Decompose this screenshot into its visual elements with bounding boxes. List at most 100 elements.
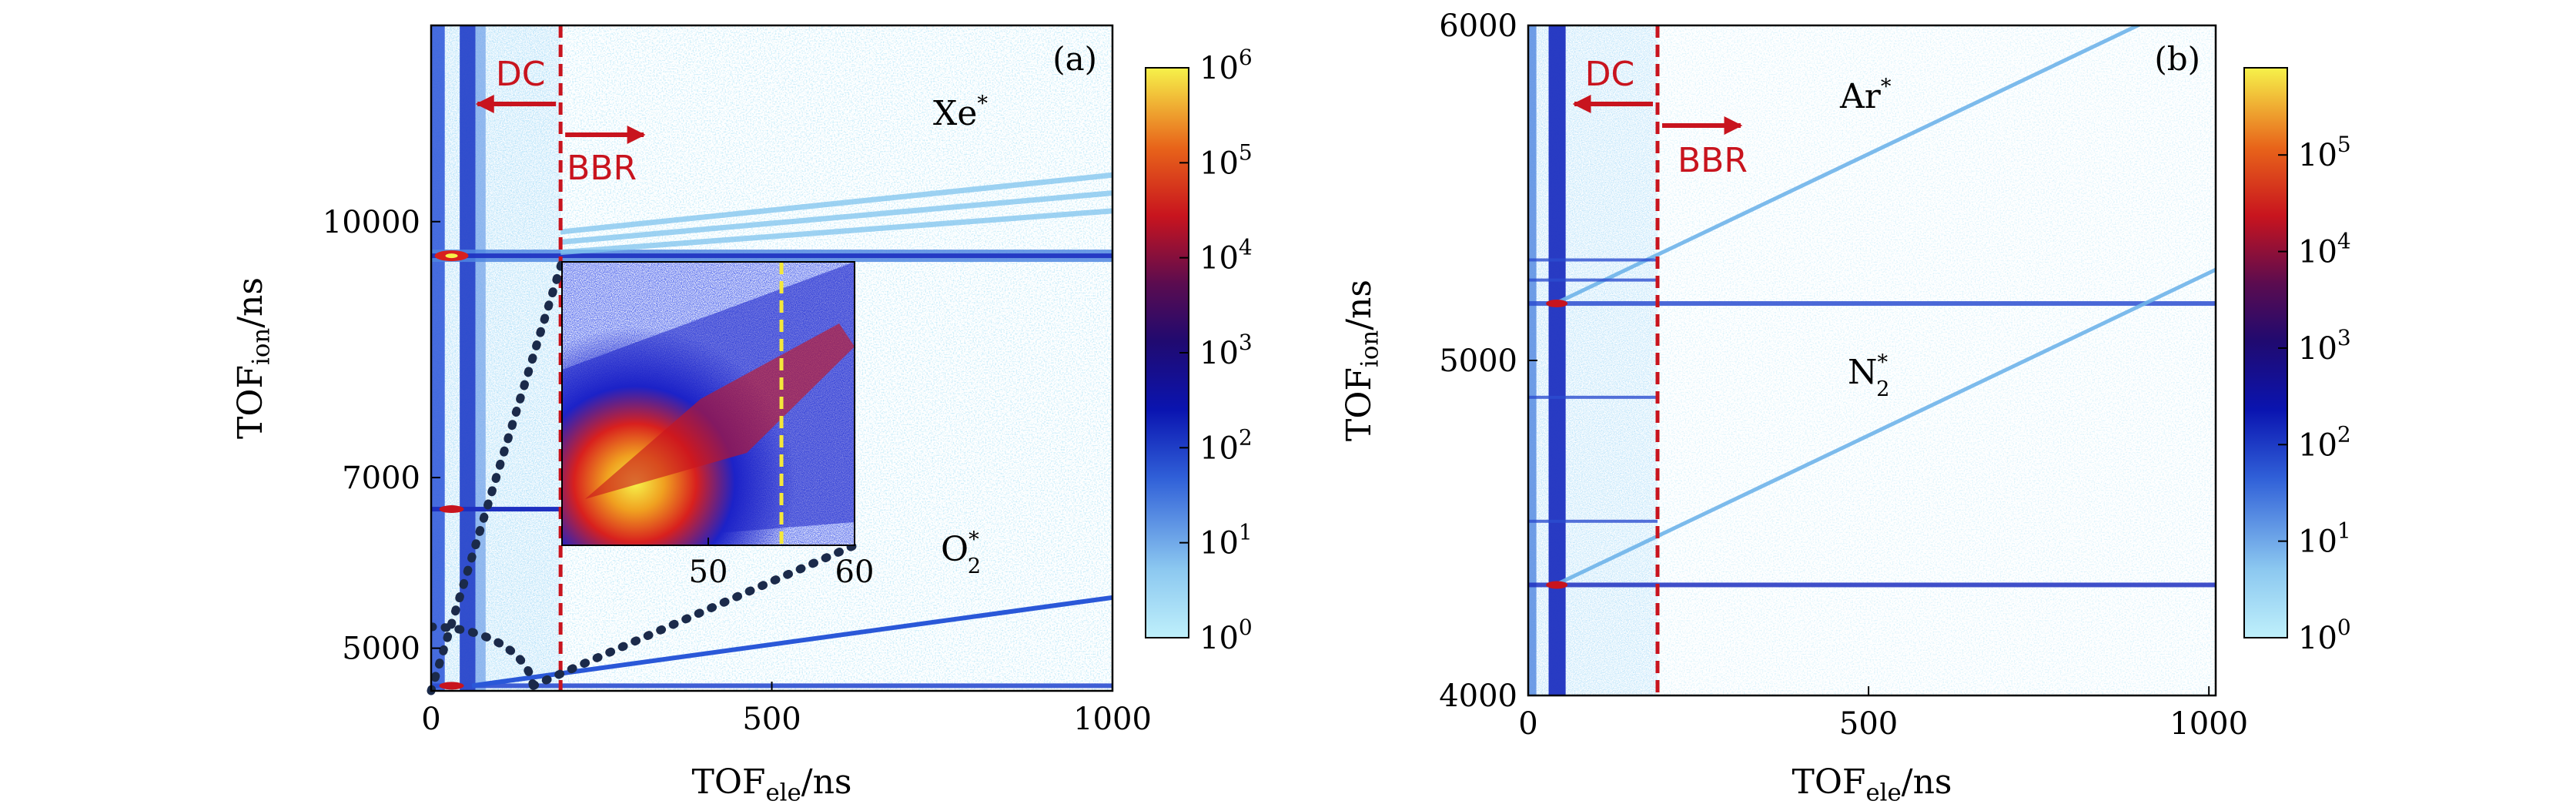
panel-a-colorbar-label-exp: 6 (1239, 45, 1253, 70)
panel-a: 50 600 500 10005000700010000TOFele/nsTOFion… (231, 24, 1253, 807)
panel-a-ytick-label: 7000 (342, 461, 420, 496)
panel-b-ytick-label: 4000 (1439, 679, 1517, 714)
panel-b-ylabel: TOFion/ns (1340, 280, 1384, 441)
panel-b-colorbar-label-exp: 0 (2337, 615, 2351, 640)
panel-a-colorbar-label-base: 10 (1199, 526, 1239, 561)
panel-b-xtick-label: 500 (1839, 706, 1898, 742)
panel-a-colorbar-label-exp: 3 (1239, 330, 1253, 355)
panel-a-colorbar-label-exp: 0 (1239, 615, 1253, 640)
panel-a-ytick-label: 5000 (342, 632, 420, 667)
panel-a-mid-band (431, 507, 561, 512)
panel-a-colorbar-label: 101 (1199, 520, 1253, 561)
panel-a-dc-counts (431, 25, 561, 691)
panel-a-colorbar-label-exp: 2 (1239, 424, 1253, 450)
panel-a-xlabel-main: TOF (691, 762, 765, 802)
panel-a-inset-xtick-label: 50 (689, 555, 728, 590)
panel-a-mid-hotspot (439, 505, 464, 514)
panel-a-colorbar-label-exp: 4 (1239, 235, 1253, 260)
panel-b: 0 500 1000400050006000TOFele/nsTOFion/ns(b… (1340, 8, 2351, 807)
panel-a-colorbar-label-base: 10 (1199, 146, 1239, 181)
panel-a-xe-diagonal (560, 208, 1112, 256)
panel-b-xlabel-unit: /ns (1902, 762, 1952, 802)
panel-b-xtick-label: 1000 (2170, 706, 2248, 742)
panel-a-main-column (460, 25, 476, 691)
panel-b-ar-band (1528, 301, 2216, 307)
panel-a-ylabel-unit: /ns (231, 277, 270, 328)
panel-b-xlabel-sub: ele (1865, 779, 1901, 807)
panel-a-colorbar-label: 105 (1199, 139, 1253, 181)
panel-b-colorbar-label: 105 (2298, 132, 2351, 173)
panel-b-n2-diagonal (1554, 267, 2216, 587)
panel-a-colorbar-label-base: 10 (1199, 621, 1239, 656)
panel-a-bbr-label: BBR (567, 149, 637, 188)
panel-b-colorbar-label: 101 (2298, 518, 2351, 560)
panel-b-colorbar-label: 103 (2298, 325, 2351, 367)
panel-b-ar-hotspot (1546, 300, 1568, 308)
panel-a-xtick-label: 500 (742, 702, 801, 737)
panel-b-colorbar-label-exp: 3 (2337, 325, 2351, 350)
panel-a-prompt-column (431, 25, 445, 691)
panel-a-xe-label-base: Xe (933, 94, 977, 133)
panel-a-zoom-guide-lower (529, 541, 859, 690)
panel-a-column-tail (475, 25, 486, 691)
panel-b-n2-label-sub: 2 (1876, 377, 1889, 401)
panel-a-inset-ridge (585, 323, 855, 499)
panel-a-o2-label-sub: 2 (968, 555, 981, 578)
panel-a-colorbar-label-base: 10 (1199, 336, 1239, 371)
panel-a-label: (a) (1052, 40, 1097, 78)
panel-b-minor-band (1528, 519, 1658, 523)
panel-b-ar-label-sup: * (1881, 75, 1892, 99)
panel-a-o2-hotspot (439, 682, 464, 690)
panel-a-ylabel-sub: ion (248, 328, 276, 365)
panel-b-colorbar-label-exp: 4 (2337, 229, 2351, 254)
panel-a-colorbar-label-base: 10 (1199, 241, 1239, 276)
panel-a-colorbar-label-exp: 1 (1239, 520, 1253, 545)
panel-a-inset (562, 262, 855, 545)
panel-b-bbr-label: BBR (1678, 141, 1748, 180)
panel-a-ytick-label: 10000 (323, 205, 420, 240)
panel-a-xlabel: TOFele/ns (691, 762, 851, 807)
panel-a-o2-label-sup: * (969, 528, 979, 552)
panel-b-ar-label-base: Ar (1839, 77, 1882, 116)
panel-b-main-column (1548, 25, 1566, 695)
panel-b-colorbar-label: 104 (2298, 229, 2351, 270)
panel-a-o2-label-base: O (941, 530, 969, 569)
panel-b-colorbar-label: 100 (2298, 615, 2351, 656)
panel-a-colorbar-label: 104 (1199, 235, 1253, 276)
panel-a-colorbar-label: 103 (1199, 330, 1253, 371)
panel-a-xe-label: Xe* (933, 92, 988, 133)
panel-a-colorbar-label: 102 (1199, 424, 1253, 466)
panel-b-xlabel: TOFele/ns (1791, 762, 1952, 807)
panel-a-ylabel: TOFion/ns (231, 277, 276, 439)
panel-b-ylabel-main: TOF (1340, 367, 1379, 441)
panel-b-colorbar-label-exp: 5 (2337, 132, 2351, 157)
panel-a-dc-label: DC (496, 55, 546, 94)
panel-a-colorbar-label: 106 (1199, 45, 1253, 86)
panel-b-xtick-label: 0 (1518, 706, 1537, 742)
panel-a-xe-diagonal (560, 190, 1112, 245)
panel-b-minor-band (1528, 258, 1658, 262)
panel-a-xe-band-core (431, 253, 1112, 259)
panel-b-n2-label-base: N (1848, 353, 1878, 392)
panel-a-o2-diagonal (471, 595, 1112, 689)
panel-b-dc-label: DC (1585, 55, 1635, 94)
panel-a-colorbar-label-base: 10 (1199, 431, 1239, 466)
panel-b-colorbar-label-base: 10 (2298, 524, 2337, 560)
panel-a-xe-label-sup: * (977, 92, 988, 116)
panel-b-colorbar-label-base: 10 (2298, 138, 2337, 173)
panel-b-ytick-label: 5000 (1439, 344, 1517, 379)
panel-b-n2-label: N* 2 (1848, 351, 1890, 401)
panel-b-colorbar (2243, 67, 2288, 638)
panel-a-ylabel-main: TOF (231, 365, 270, 439)
panel-b-colorbar-label-base: 10 (2298, 427, 2337, 463)
panel-a-colorbar-label-base: 10 (1199, 51, 1239, 86)
panel-b-minor-band (1528, 395, 1658, 399)
panel-a-o2-label: O* 2 (941, 528, 981, 578)
panel-a-zoom-guide-upper (427, 257, 567, 695)
panel-b-ylabel-unit: /ns (1340, 280, 1379, 330)
panel-b-colorbar-label: 102 (2298, 421, 2351, 463)
panel-b-ar-diagonal (1554, 25, 2143, 306)
panel-b-xlabel-main: TOF (1791, 762, 1865, 802)
panel-a-inset-xtick-label: 60 (835, 555, 875, 590)
